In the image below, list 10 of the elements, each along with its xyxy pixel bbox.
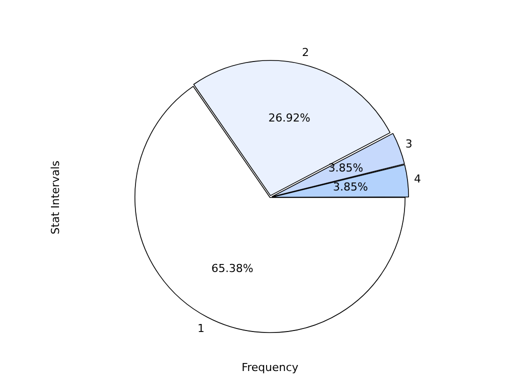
slice-label: 1 [197,322,204,335]
data-label: 3.85% [328,162,364,175]
text: Stat Intervals [48,160,62,234]
slice-label: 4 [414,172,422,186]
data-label: 3.85% [332,180,368,194]
data-label: 26.92% [268,112,310,125]
text: Frequency [242,360,299,374]
slice-label: 2 [302,46,310,60]
data-label: 65.38% [211,262,254,276]
slice-label: 3 [405,138,412,151]
